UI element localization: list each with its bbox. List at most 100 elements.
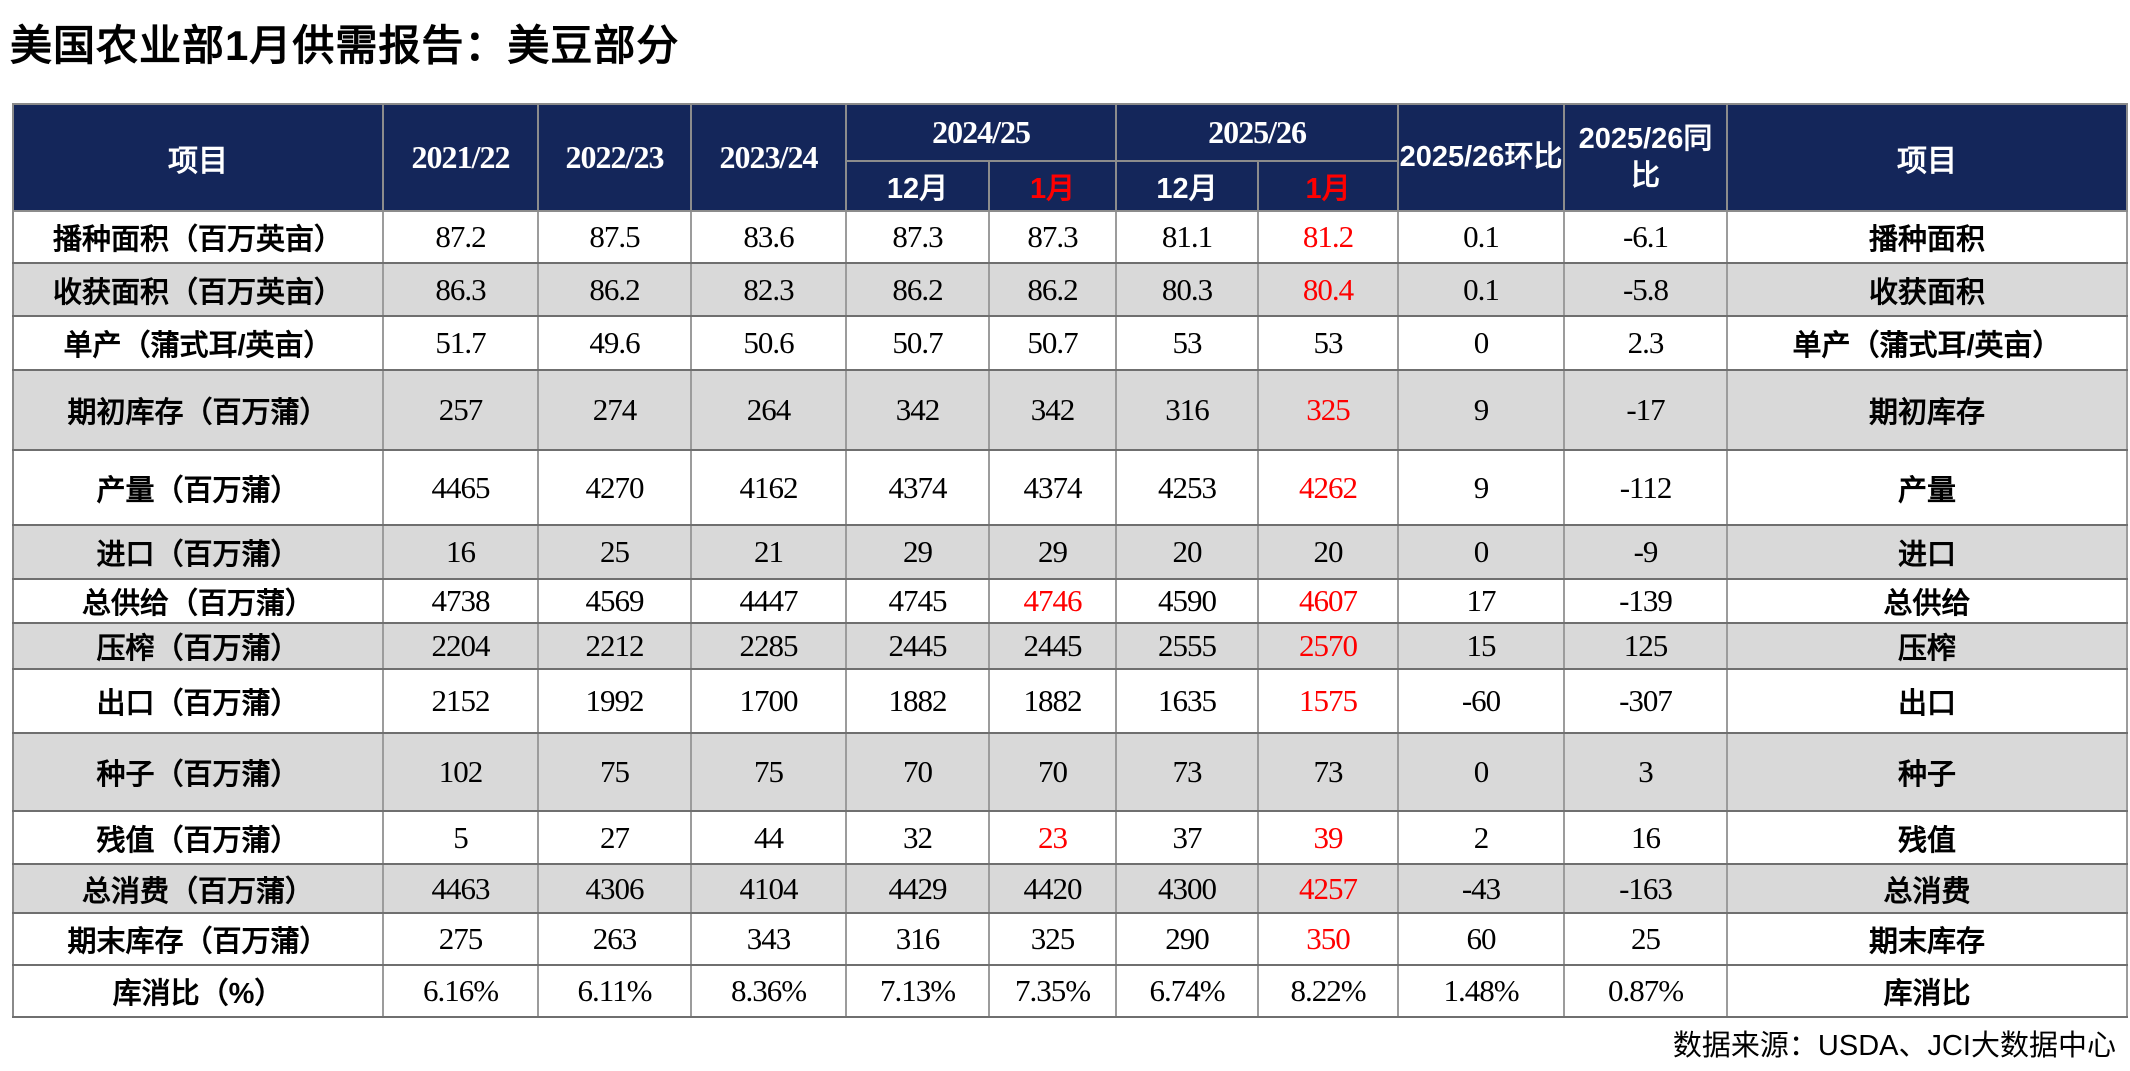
row-label-left: 库消比（%） [13,965,384,1018]
row-label-right: 种子 [1727,733,2128,812]
row-label-right: 收获面积 [1727,263,2128,317]
table-row: 进口（百万蒲） 16 25 21 29 29 20 20 0 -9 进口 [13,525,2128,580]
table-row: 产量（百万蒲） 4465 4270 4162 4374 4374 4253 4262 9 -112… [13,450,2128,526]
value-cell: 16 [383,525,539,580]
header-group-2024-25: 2024/25 [846,104,1118,162]
value-cell: -43 [1398,864,1566,914]
value-cell: 86.2 [989,263,1118,317]
header-item-right: 项目 [1727,104,2128,212]
value-cell: -307 [1564,669,1729,734]
table-row: 总消费（百万蒲） 4463 4306 4104 4429 4420 4300 4257 -43-… [13,864,2128,914]
table-row: 期末库存（百万蒲） 275 263 343 316 325 290 350 60 25 期末库存 [13,913,2128,966]
value-cell: 4746 [989,579,1118,624]
value-cell: -112 [1564,450,1729,526]
value-cell: 60 [1398,913,1566,966]
value-cell: 0 [1398,733,1566,812]
value-cell: -163 [1564,864,1729,914]
value-cell: 1700 [691,669,847,734]
value-cell: 4257 [1258,864,1400,914]
table-row: 种子（百万蒲） 102 75 75 70 70 73 73 0 3 种子 [13,733,2128,812]
table-row: 库消比（%） 6.16% 6.11% 8.36% 7.13% 7.35% 6.74% 8.22… [13,965,2128,1018]
header-year-2022-23: 2022/23 [538,104,692,212]
value-cell: 75 [538,733,692,812]
value-cell: 316 [1116,370,1260,451]
value-cell: 73 [1258,733,1400,812]
value-cell: 0.87% [1564,965,1729,1018]
table-row: 单产（蒲式耳/英亩） 51.7 49.6 50.6 50.7 50.7 53 53 0 2.3 单产… [13,316,2128,371]
row-label-right: 总供给 [1727,579,2128,624]
value-cell: 342 [989,370,1118,451]
value-cell: 4745 [846,579,990,624]
value-cell: 125 [1564,623,1729,670]
value-cell: 2204 [383,623,539,670]
supply-demand-table: 项目 2021/22 2022/23 2023/24 2024/25 2025/… [12,103,2128,1018]
table-row: 压榨（百万蒲） 2204 2212 2285 2445 2445 2555 2570 15 125… [13,623,2128,670]
value-cell: 15 [1398,623,1566,670]
value-cell: 51.7 [383,316,539,371]
value-cell: -60 [1398,669,1566,734]
value-cell: 86.2 [538,263,692,317]
value-cell: -139 [1564,579,1729,624]
value-cell: 50.7 [989,316,1118,371]
value-cell: 50.6 [691,316,847,371]
value-cell: 29 [846,525,990,580]
value-cell: 8.36% [691,965,847,1018]
value-cell: 4253 [1116,450,1260,526]
value-cell: 9 [1398,450,1566,526]
value-cell: 274 [538,370,692,451]
value-cell: -6.1 [1564,211,1729,264]
row-label-left: 单产（蒲式耳/英亩） [13,316,384,371]
value-cell: 2 [1398,811,1566,865]
value-cell: 1.48% [1398,965,1566,1018]
value-cell: 2285 [691,623,847,670]
value-cell: 2445 [989,623,1118,670]
row-label-left: 总供给（百万蒲） [13,579,384,624]
table-row: 出口（百万蒲） 2152 1992 1700 1882 1882 1635 1575 -60 -3… [13,669,2128,734]
value-cell: 6.16% [383,965,539,1018]
value-cell: 0 [1398,316,1566,371]
value-cell: 81.1 [1116,211,1260,264]
row-label-left: 压榨（百万蒲） [13,623,384,670]
row-label-right: 播种面积 [1727,211,2128,264]
value-cell: 44 [691,811,847,865]
value-cell: 83.6 [691,211,847,264]
value-cell: 21 [691,525,847,580]
value-cell: 20 [1258,525,1400,580]
value-cell: 4270 [538,450,692,526]
row-label-right: 进口 [1727,525,2128,580]
row-label-left: 播种面积（百万英亩） [13,211,384,264]
value-cell: 8.22% [1258,965,1400,1018]
value-cell: 0 [1398,525,1566,580]
header-month-jan-2025: 1月 [1258,161,1400,212]
row-label-right: 残值 [1727,811,2128,865]
value-cell: 9 [1398,370,1566,451]
value-cell: 20 [1116,525,1260,580]
value-cell: 1882 [846,669,990,734]
value-cell: 4162 [691,450,847,526]
value-cell: 53 [1258,316,1400,371]
row-label-right: 产量 [1727,450,2128,526]
value-cell: 4104 [691,864,847,914]
value-cell: 0.1 [1398,211,1566,264]
value-cell: 343 [691,913,847,966]
value-cell: 2570 [1258,623,1400,670]
row-label-right: 期末库存 [1727,913,2128,966]
value-cell: 1635 [1116,669,1260,734]
header-row-top: 项目 2021/22 2022/23 2023/24 2024/25 2025/… [13,104,2128,212]
table-row: 残值（百万蒲） 5 27 44 32 23 37 39 2 16 残值 [13,811,2128,865]
value-cell: 4590 [1116,579,1260,624]
row-label-left: 期末库存（百万蒲） [13,913,384,966]
value-cell: 82.3 [691,263,847,317]
row-label-right: 总消费 [1727,864,2128,914]
row-label-right: 库消比 [1727,965,2128,1018]
row-label-left: 种子（百万蒲） [13,733,384,812]
header-yoy: 2025/26同比 [1564,104,1729,212]
value-cell: 263 [538,913,692,966]
value-cell: 81.2 [1258,211,1400,264]
row-label-left: 产量（百万蒲） [13,450,384,526]
value-cell: 5 [383,811,539,865]
value-cell: 4429 [846,864,990,914]
value-cell: 264 [691,370,847,451]
value-cell: 87.3 [989,211,1118,264]
value-cell: 50.7 [846,316,990,371]
